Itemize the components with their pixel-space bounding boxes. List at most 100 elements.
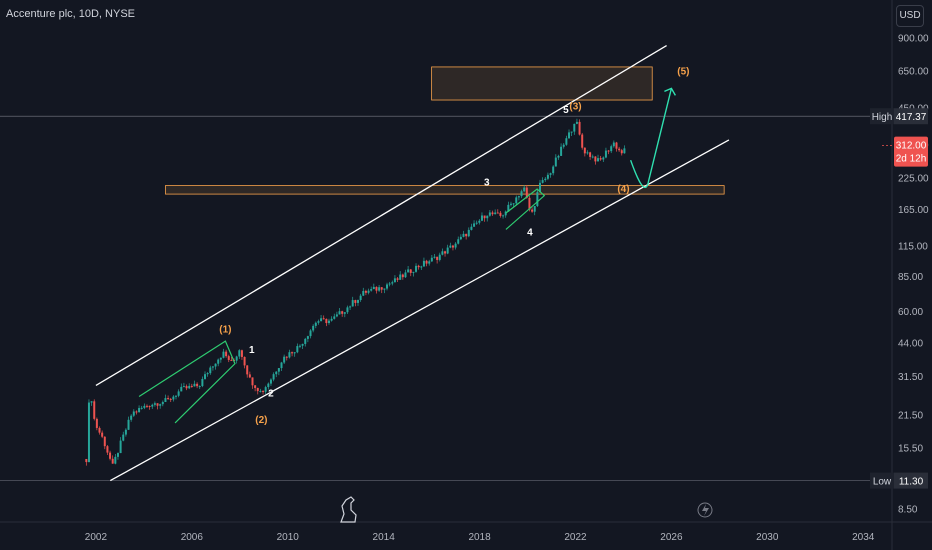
x-tick-label: 2022 [564, 532, 587, 543]
candle-body [211, 366, 214, 368]
candle-body [243, 356, 246, 366]
x-tick-label: 2026 [660, 532, 683, 543]
wave-label: (1) [219, 324, 231, 335]
candle-body [494, 212, 497, 215]
high-value-bg [894, 108, 928, 125]
candle-body [103, 436, 106, 447]
candle-body [475, 222, 478, 224]
candle-body [148, 405, 151, 407]
candle-body [473, 223, 476, 227]
candle-body [620, 150, 623, 154]
candle-body [512, 203, 515, 205]
candle-body [581, 134, 584, 148]
candle-body [602, 157, 605, 160]
candle-body [201, 378, 204, 387]
high-label: High [872, 112, 893, 123]
candle-body [367, 290, 370, 293]
candle-body [119, 440, 122, 454]
candle-body [280, 362, 283, 369]
candle-body [87, 402, 90, 463]
candle-body [275, 371, 278, 375]
candle-body [575, 121, 578, 124]
channel-lower-line [109, 139, 730, 482]
candle-body [164, 398, 167, 403]
candle-body [359, 295, 362, 301]
candle-body [404, 272, 407, 278]
projection-arrowhead [664, 87, 677, 96]
candle-body [225, 351, 228, 357]
candle-body [380, 287, 383, 290]
candle-body [272, 374, 275, 380]
candle-body [538, 182, 541, 193]
candle-body [251, 377, 254, 386]
candle-body [544, 178, 547, 181]
candle-body [536, 192, 539, 207]
candle-body [509, 203, 512, 205]
wave-label: 1 [249, 345, 255, 356]
candle-body [586, 152, 589, 154]
candle-body [169, 398, 172, 400]
candle-body [502, 215, 505, 217]
candle-body [122, 434, 125, 441]
candle-body [451, 245, 454, 248]
candle-body [227, 356, 230, 360]
candle-body [230, 359, 233, 361]
candle-body [343, 312, 346, 314]
candle-body [172, 396, 175, 400]
candle-body [188, 385, 191, 389]
wave-label: (2) [255, 415, 267, 426]
candle-body [327, 320, 330, 324]
candle-body [444, 251, 447, 254]
y-tick-label: 44.00 [898, 338, 923, 349]
candle-body [364, 290, 367, 293]
currency-button[interactable]: USD [896, 5, 924, 27]
candle-body [254, 385, 257, 388]
candle-body [301, 343, 304, 346]
candle-body [167, 398, 170, 400]
wave-label: (5) [677, 67, 689, 78]
candle-body [206, 373, 209, 375]
candle-body [459, 236, 462, 240]
candle-body [219, 357, 222, 360]
candle-body [467, 229, 470, 237]
candle-body [143, 405, 146, 408]
candle-body [356, 300, 359, 303]
wave-label: (3) [569, 102, 581, 113]
x-axis: 2002 2006 2010 2014 2018 2022 2026 2030 2034 [85, 532, 875, 543]
high-label-bg [870, 108, 894, 125]
candle-body [372, 286, 375, 290]
y-tick-label: 165.00 [898, 205, 929, 216]
candle-body [533, 206, 536, 212]
candle-body [589, 152, 592, 157]
candle-body [277, 368, 280, 372]
candle-body [462, 233, 465, 237]
wave-label: 2 [268, 388, 274, 399]
lightning-icon [697, 502, 713, 518]
candle-body [296, 346, 299, 353]
candle-body [298, 345, 301, 347]
candle-body [264, 387, 267, 392]
candle-body [130, 415, 133, 420]
candle-body [269, 379, 272, 384]
candle-body [116, 453, 119, 457]
candle-body [180, 386, 183, 392]
candle-body [127, 419, 130, 430]
candle-body [465, 233, 468, 237]
channel-upper-line [95, 45, 667, 387]
candle-body [314, 322, 317, 326]
candle-body [546, 174, 549, 179]
candle-body [256, 387, 259, 392]
y-tick-label: 8.50 [898, 504, 918, 515]
candle-body [386, 284, 389, 289]
candle-body [153, 403, 156, 405]
candle-body [515, 197, 518, 204]
candle-body [354, 300, 357, 303]
candle-body [417, 265, 420, 268]
x-tick-label: 2014 [373, 532, 396, 543]
candle-body [457, 239, 460, 244]
wave-label: 3 [484, 178, 490, 189]
candle-body [549, 173, 552, 175]
candle-body [283, 356, 286, 363]
candle-body [246, 365, 249, 375]
